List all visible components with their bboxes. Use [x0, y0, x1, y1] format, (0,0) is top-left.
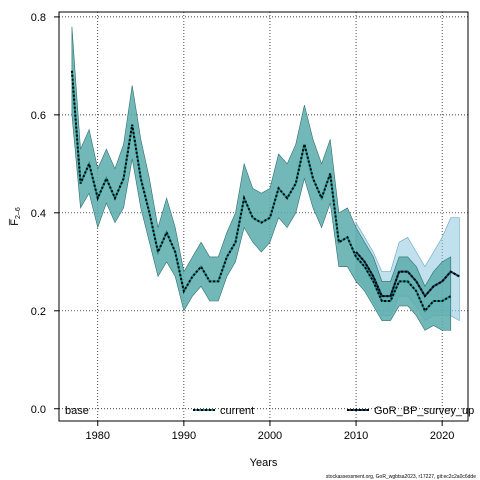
svg-text:F̅2–6: F̅2–6	[9, 207, 22, 226]
footer-caption: stockassessment.org, GoR_wgbtsa2023, r17…	[326, 474, 476, 480]
x-tick-label: 1980	[86, 430, 110, 442]
x-tick-label: 2020	[430, 430, 454, 442]
x-tick-label: 2010	[344, 430, 368, 442]
y-axis-title-main: F̅	[9, 218, 21, 226]
series-line-dots-current	[70, 70, 452, 313]
x-axis-title: Years	[250, 457, 278, 469]
confidence-bands	[71, 26, 460, 331]
y-tick-label: 0.2	[31, 306, 46, 318]
legend-label-current: current	[220, 405, 254, 417]
axes: 1980 1990 2000 2010 2020 0.0 0.2 0.4 0.6 0.8	[31, 12, 455, 442]
y-axis-title-sub: 2–6	[15, 207, 22, 219]
y-tick-label: 0.0	[31, 404, 46, 416]
y-tick-label: 0.6	[31, 110, 46, 122]
y-axis-title: F̅2–6	[9, 207, 22, 226]
x-tick-label: 1990	[172, 430, 196, 442]
legend-title: base	[65, 405, 89, 417]
plot-frame	[58, 11, 469, 422]
legend-label-gor-bp-survey-up: GoR_BP_survey_up	[374, 405, 474, 417]
y-tick-label: 0.8	[31, 12, 46, 24]
y-tick-label: 0.4	[31, 208, 46, 220]
x-tick-label: 2000	[258, 430, 282, 442]
series-line-gor-bp-survey-up	[355, 251, 460, 298]
series-lines	[70, 70, 460, 313]
legend: base current GoR_BP_survey_up	[65, 405, 474, 417]
